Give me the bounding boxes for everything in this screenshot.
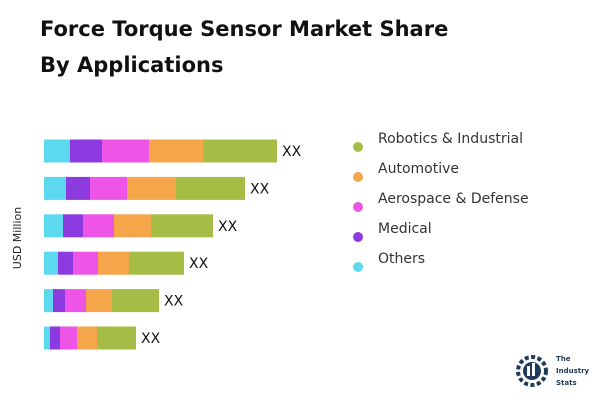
bar-segment <box>44 289 53 313</box>
bar-segment <box>112 289 159 313</box>
bar-segment <box>53 289 65 313</box>
bar-label: XX <box>282 144 302 160</box>
bar-segment <box>98 251 129 275</box>
bar-segment <box>44 326 50 350</box>
bar-segment <box>63 214 83 238</box>
logo-icon <box>516 355 548 387</box>
legend-label: Aerospace & Defense <box>378 191 529 207</box>
legend-marker <box>353 232 363 242</box>
bar-segment <box>176 176 245 200</box>
bar-segment <box>58 251 73 275</box>
bar-segment <box>127 176 176 200</box>
bar-label: XX <box>189 256 209 272</box>
bar-segment <box>65 289 86 313</box>
bar-segment <box>50 326 60 350</box>
legend-marker <box>353 142 363 152</box>
bar-segment <box>129 251 184 275</box>
bar-segment <box>114 214 151 238</box>
bar-segment <box>70 139 102 163</box>
y-axis-label: USD Million <box>11 207 24 269</box>
logo-text: Industry <box>556 367 590 375</box>
logo-text: Stats <box>556 379 577 387</box>
bar-segment <box>203 139 277 163</box>
bar-segment <box>86 289 112 313</box>
bar-segment <box>83 214 114 238</box>
legend-label: Others <box>378 251 425 267</box>
legend-label: Robotics & Industrial <box>378 131 523 147</box>
bar-label: XX <box>164 294 184 310</box>
bar-segment <box>90 176 127 200</box>
bar-label: XX <box>218 219 238 235</box>
logo-text: The <box>556 355 571 363</box>
bar-label: XX <box>141 331 161 347</box>
bar-segment <box>73 251 98 275</box>
legend-label: Automotive <box>378 161 459 177</box>
bar-segment <box>44 139 70 163</box>
bar-segment <box>44 214 63 238</box>
bar-segment <box>151 214 213 238</box>
legend-marker <box>353 262 363 272</box>
legend-marker <box>353 172 363 182</box>
legend-label: Medical <box>378 221 432 237</box>
bar-segment <box>44 176 66 200</box>
bar-segment <box>60 326 77 350</box>
bar-segment <box>102 139 149 163</box>
chart-title: Force Torque Sensor Market Share By Appli… <box>40 17 448 77</box>
bar-segment <box>77 326 97 350</box>
bar-segment <box>97 326 136 350</box>
legend-marker <box>353 202 363 212</box>
bar-segment <box>66 176 90 200</box>
bar-segment <box>44 251 58 275</box>
bar-segment <box>149 139 203 163</box>
bar-label: XX <box>250 181 270 197</box>
